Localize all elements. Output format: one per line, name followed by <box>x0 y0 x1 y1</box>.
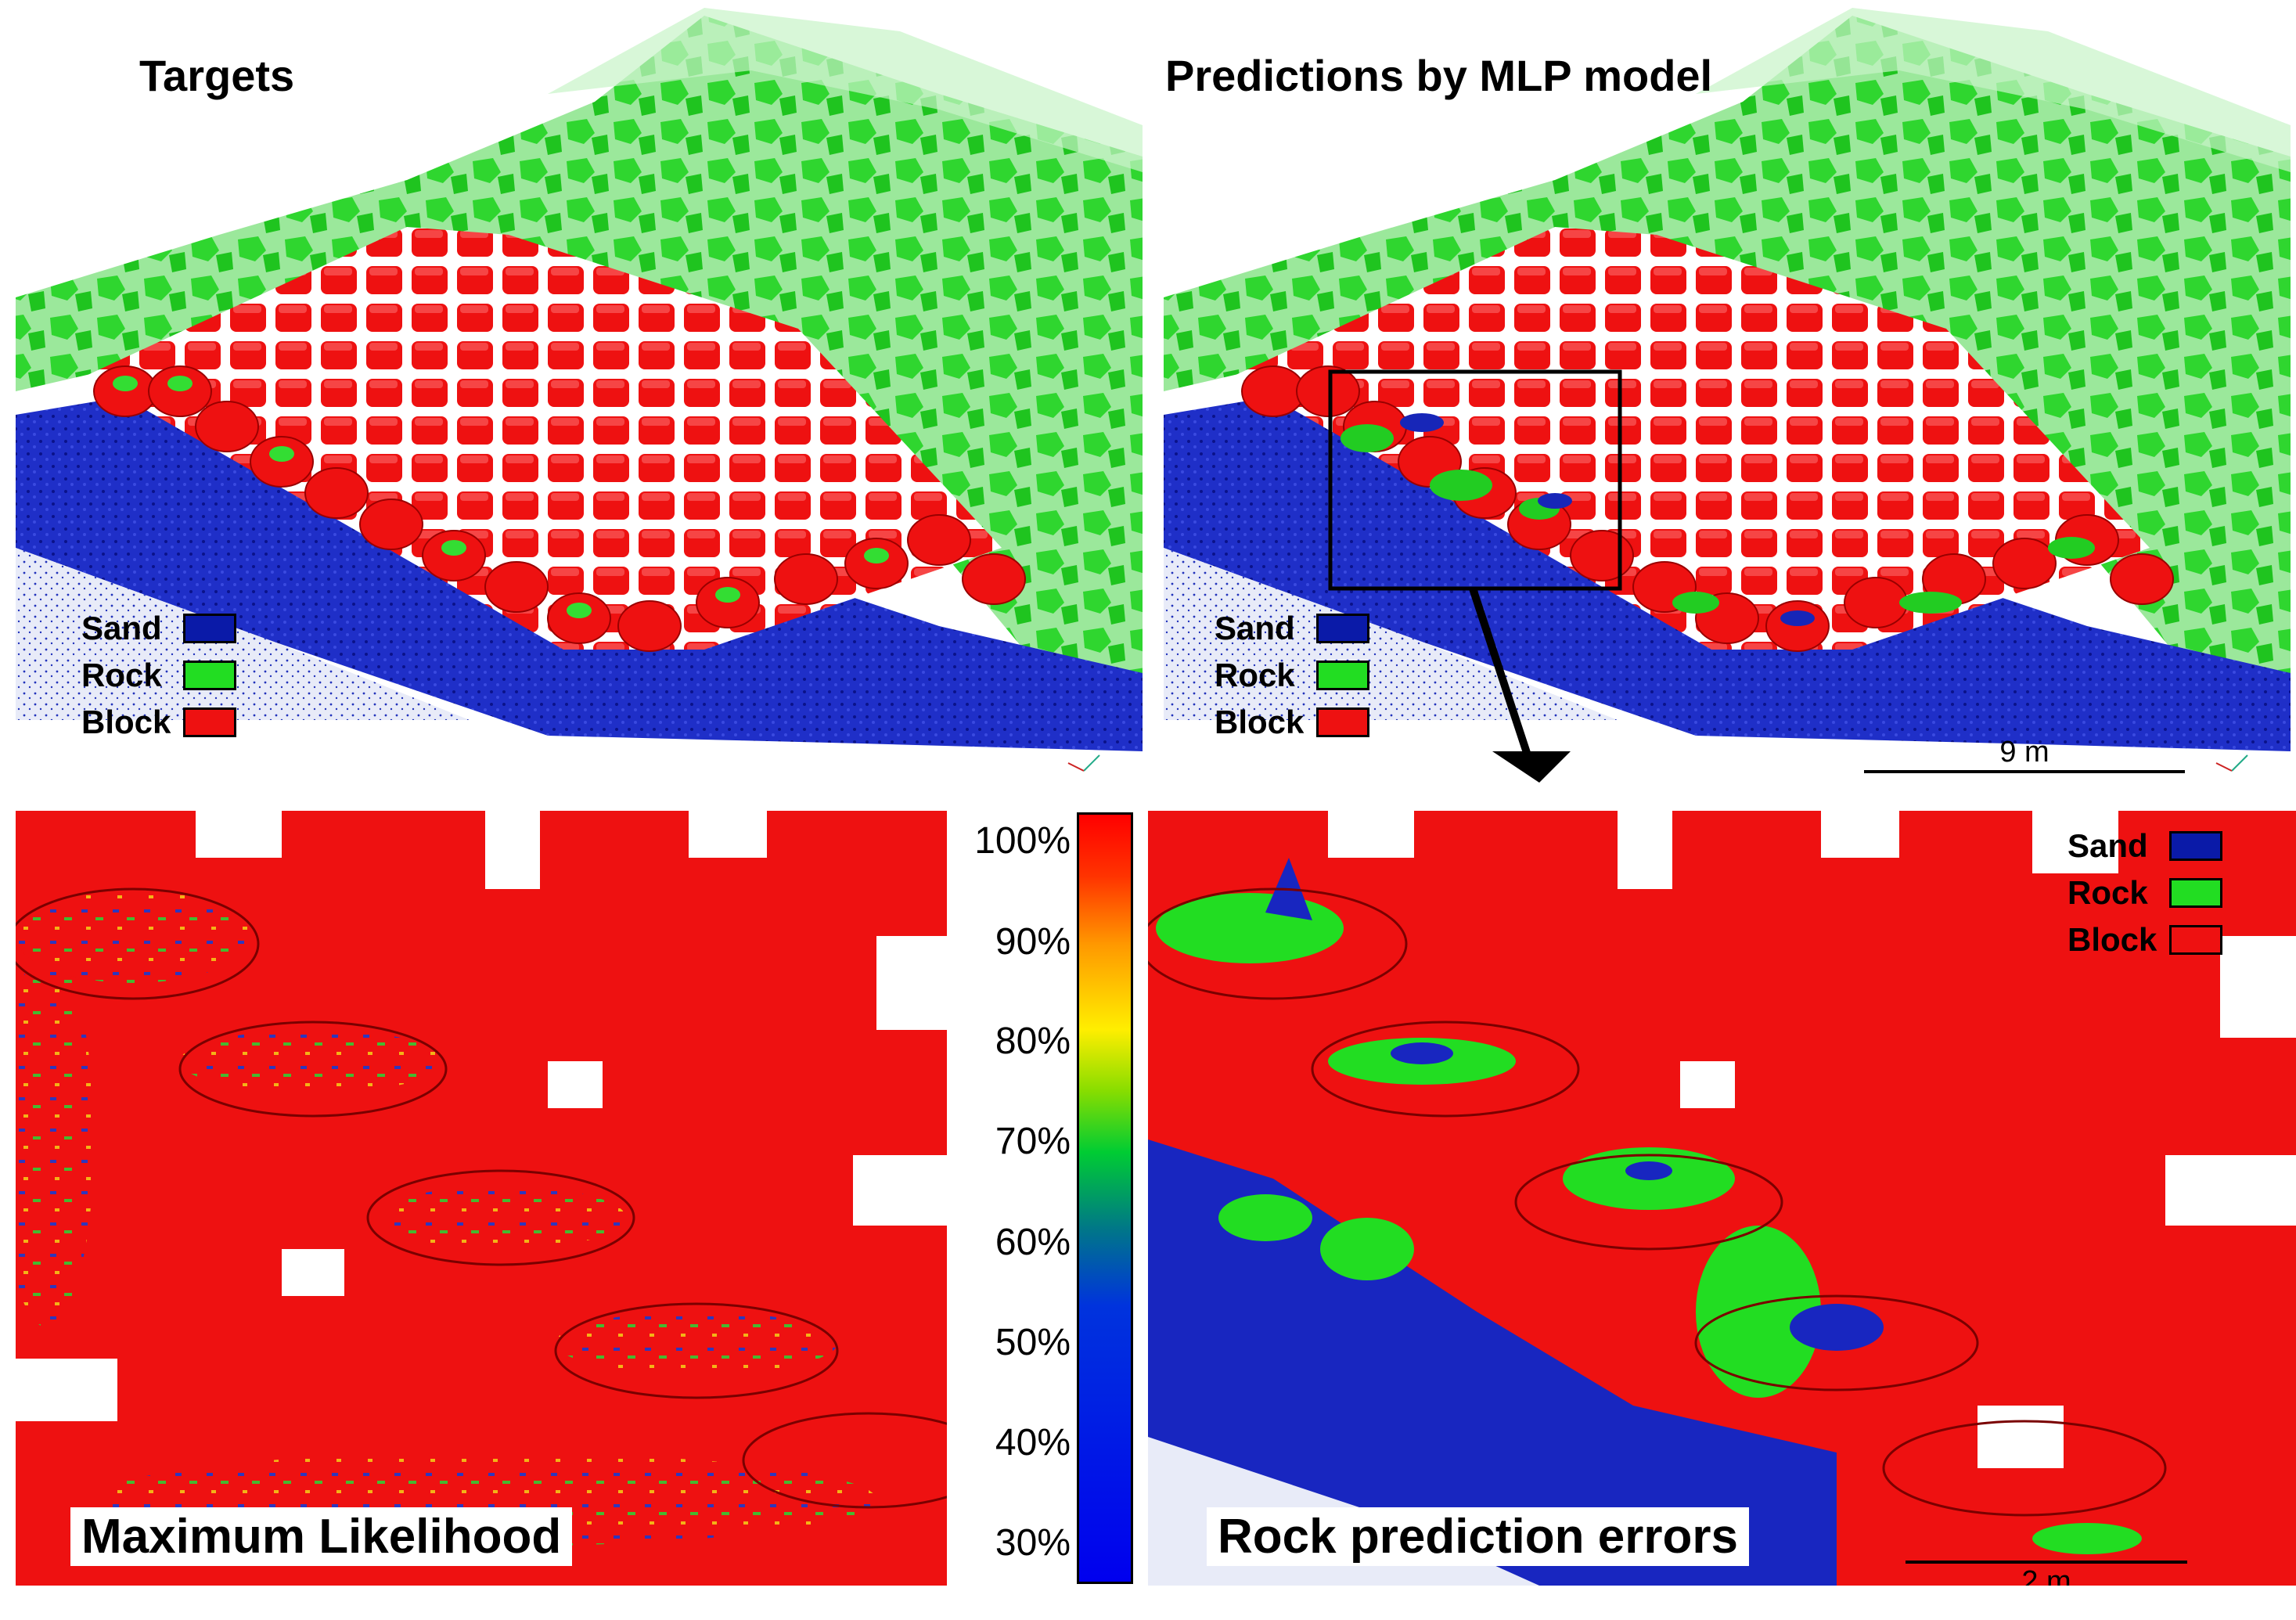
legend-swatch-rock <box>1316 661 1369 690</box>
errors-point-cloud <box>1148 811 2296 1586</box>
rock-errors-caption: Rock prediction errors <box>1207 1507 1749 1566</box>
legend-swatch-sand <box>2169 831 2222 861</box>
colorbar-tick: 100% <box>974 820 1071 862</box>
scale-bar-9m: 9 m <box>1864 736 2185 773</box>
legend-swatch-block <box>183 707 236 737</box>
zoom-arrow <box>1469 587 1535 769</box>
scale-bar-2m: 2 m <box>1906 1561 2187 1586</box>
legend-item-block: Block <box>1215 699 1369 746</box>
colorbar-tick: 60% <box>995 1222 1071 1263</box>
max-likelihood-caption: Maximum Likelihood <box>70 1507 573 1566</box>
legend-swatch-block <box>1316 707 1369 737</box>
legend-swatch-block <box>2169 925 2222 955</box>
predictions-point-cloud <box>1164 8 2291 783</box>
colorbar-tick: 40% <box>995 1422 1071 1463</box>
targets-legend: Sand Rock Block <box>81 605 236 746</box>
colorbar-tick: 90% <box>995 921 1071 963</box>
legend-item-sand: Sand <box>1215 605 1369 652</box>
colorbar-tick: 50% <box>995 1322 1071 1363</box>
legend-swatch-sand <box>1316 614 1369 643</box>
targets-panel: Targets Sand Rock Block <box>0 0 1148 783</box>
axis-icon <box>2215 754 2248 772</box>
legend-item-rock: Rock <box>81 652 236 699</box>
likelihood-point-cloud <box>16 811 947 1586</box>
predictions-title: Predictions by MLP model <box>1165 51 1713 100</box>
axis-icon <box>1067 754 1100 772</box>
predictions-panel: Predictions by MLP model Sand Rock Block… <box>1148 0 2296 783</box>
legend-item-sand: Sand <box>81 605 236 652</box>
legend-swatch-rock <box>2169 878 2222 908</box>
likelihood-colorbar <box>1077 812 1133 1584</box>
targets-title: Targets <box>139 51 295 100</box>
colorbar-tick: 70% <box>995 1121 1071 1162</box>
colorbar-tick: 30% <box>995 1522 1071 1564</box>
legend-item-block: Block <box>2067 916 2222 963</box>
colorbar-tick: 80% <box>995 1021 1071 1062</box>
rock-errors-panel: Sand Rock Block Rock prediction errors 2… <box>1148 811 2296 1586</box>
predictions-legend: Sand Rock Block <box>1215 605 1369 746</box>
legend-swatch-sand <box>183 614 236 643</box>
errors-legend: Sand Rock Block <box>2067 823 2222 963</box>
scale-label: 9 m <box>1999 736 2049 769</box>
legend-item-rock: Rock <box>2067 869 2222 916</box>
max-likelihood-panel: Maximum Likelihood <box>16 811 947 1586</box>
targets-point-cloud <box>16 8 1143 772</box>
legend-item-rock: Rock <box>1215 652 1369 699</box>
scale-label: 2 m <box>2021 1565 2071 1586</box>
legend-item-block: Block <box>81 699 236 746</box>
legend-swatch-rock <box>183 661 236 690</box>
legend-item-sand: Sand <box>2067 823 2222 869</box>
